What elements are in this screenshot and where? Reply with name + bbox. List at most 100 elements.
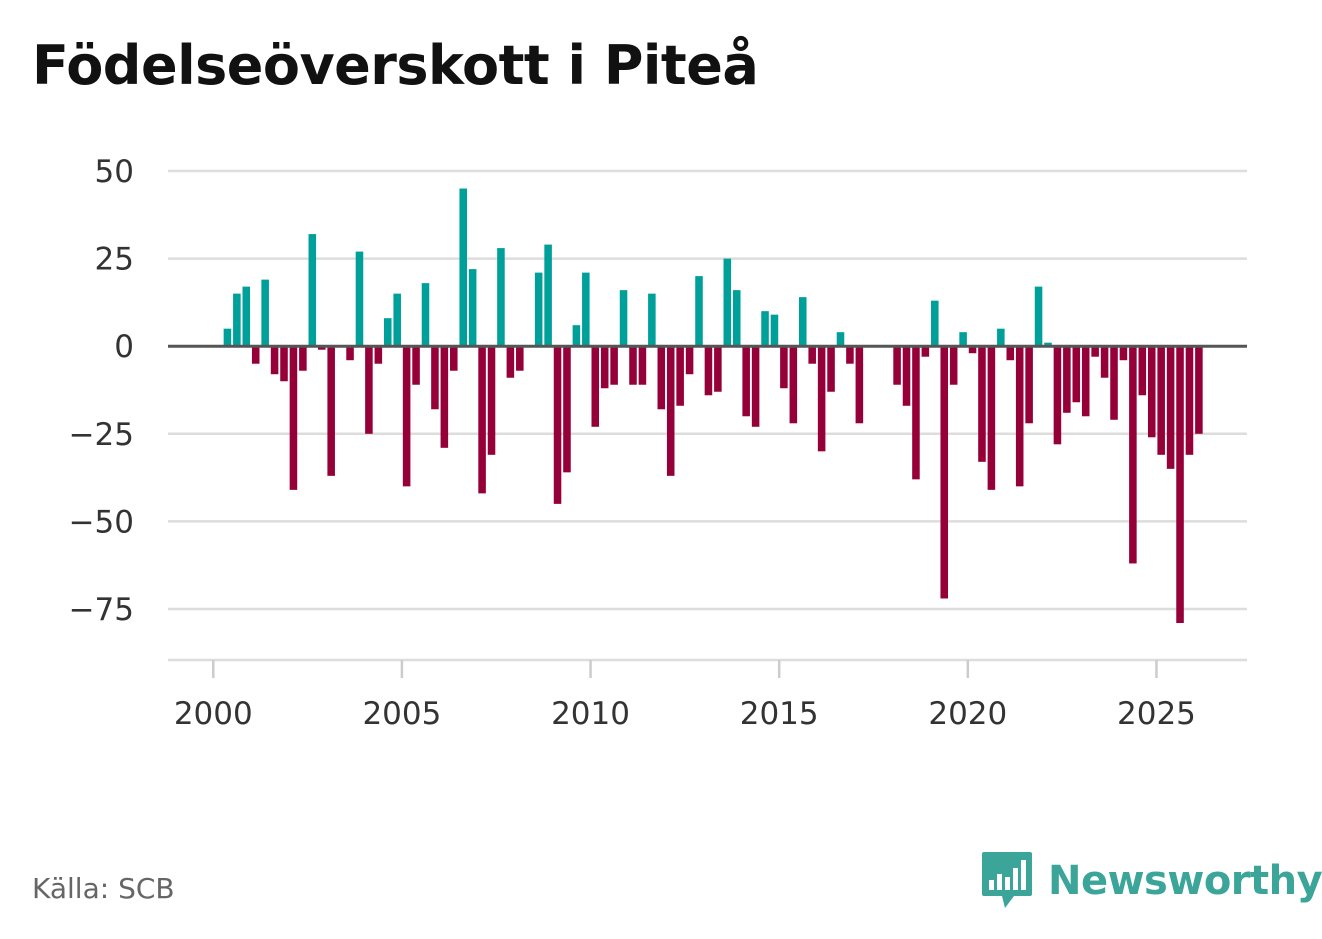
y-tick-label: 0 xyxy=(114,329,134,365)
bar xyxy=(516,346,524,371)
bar-chart-speech-bubble-icon xyxy=(982,852,1032,908)
axes xyxy=(168,344,1247,662)
bar xyxy=(949,346,958,385)
bar xyxy=(808,346,816,364)
brand-name: Newsworthy xyxy=(1048,858,1322,904)
bar xyxy=(1185,346,1194,455)
bars xyxy=(223,188,1203,624)
bar xyxy=(1195,346,1203,434)
bar xyxy=(1119,346,1128,361)
bar xyxy=(431,346,439,410)
bar xyxy=(553,346,562,504)
bar xyxy=(685,346,694,375)
bar xyxy=(723,258,732,347)
bar xyxy=(619,290,628,347)
bar xyxy=(261,279,269,347)
bar xyxy=(1110,346,1118,420)
bar xyxy=(289,346,298,490)
bar xyxy=(223,328,232,347)
bar xyxy=(402,346,411,487)
bar xyxy=(1091,346,1099,357)
bar xyxy=(1044,342,1052,347)
chart-title: Födelseöverskott i Piteå xyxy=(32,34,759,97)
y-tick-label: −50 xyxy=(69,504,134,540)
bar xyxy=(534,272,543,347)
bar xyxy=(931,300,939,347)
x-tick-label: 2020 xyxy=(928,696,1007,732)
bar xyxy=(714,346,722,392)
bar xyxy=(1015,346,1024,487)
bar xyxy=(572,325,581,347)
bar xyxy=(1063,346,1071,413)
bar xyxy=(459,188,467,347)
y-tick-label: −25 xyxy=(69,417,134,453)
bar xyxy=(761,311,769,347)
bar xyxy=(308,234,317,347)
bar xyxy=(893,346,901,385)
x-tick-label: 2015 xyxy=(740,696,819,732)
bar xyxy=(1072,346,1081,403)
bar xyxy=(1100,346,1109,378)
bar xyxy=(412,346,420,385)
bar xyxy=(912,346,920,480)
bar xyxy=(393,293,401,347)
y-tick-label: −75 xyxy=(69,592,134,628)
bar xyxy=(1129,346,1137,564)
bar xyxy=(1081,346,1090,417)
newsworthy-logo: Newsworthy xyxy=(980,850,1322,912)
bar xyxy=(233,293,241,347)
bar xyxy=(629,346,637,385)
bar xyxy=(327,346,335,476)
bar xyxy=(582,272,590,347)
bar xyxy=(742,346,750,417)
bar xyxy=(827,346,835,392)
y-tick-label: 50 xyxy=(95,154,134,190)
bar xyxy=(374,346,383,364)
bar xyxy=(365,346,373,434)
bar xyxy=(789,346,798,424)
bar xyxy=(610,346,618,385)
bar xyxy=(997,328,1005,347)
bar xyxy=(798,297,807,347)
bar xyxy=(648,293,656,347)
bar xyxy=(902,346,911,406)
bar xyxy=(421,283,430,347)
bar xyxy=(959,332,967,347)
x-tick-label: 2005 xyxy=(362,696,441,732)
bar xyxy=(478,346,486,494)
bar xyxy=(666,346,675,476)
bar xyxy=(1176,346,1184,624)
bar xyxy=(544,244,552,347)
bar xyxy=(506,346,515,378)
bar xyxy=(676,346,684,406)
source-note: Källa: SCB xyxy=(32,872,175,905)
bar xyxy=(987,346,996,490)
bar xyxy=(780,346,788,389)
bar xyxy=(846,346,854,364)
bar xyxy=(563,346,571,473)
bar xyxy=(770,314,779,347)
bar xyxy=(1025,346,1033,424)
x-tick-label: 2000 xyxy=(174,696,253,732)
x-tick-label: 2025 xyxy=(1117,696,1196,732)
bar xyxy=(383,318,392,347)
x-axis-ticks: 2000 2005 2010 2015 2020 2025 xyxy=(174,660,1196,732)
y-tick-label: 25 xyxy=(95,242,134,278)
bar-chart: 50 25 0 −25 −50 −75 2000 2005 2010 2015 2020 2025 xyxy=(69,154,1247,732)
bar xyxy=(638,346,647,385)
bar xyxy=(468,269,477,347)
bar xyxy=(817,346,826,452)
bar xyxy=(497,248,505,347)
bar xyxy=(968,346,977,354)
bar xyxy=(1006,346,1015,361)
bar xyxy=(251,346,260,364)
bar xyxy=(978,346,986,462)
bar xyxy=(732,290,741,347)
bar xyxy=(657,346,666,410)
bar xyxy=(487,346,496,455)
bar xyxy=(921,346,930,357)
bar xyxy=(1138,346,1147,396)
bar xyxy=(1166,346,1175,469)
bar xyxy=(751,346,760,427)
bar xyxy=(600,346,609,389)
